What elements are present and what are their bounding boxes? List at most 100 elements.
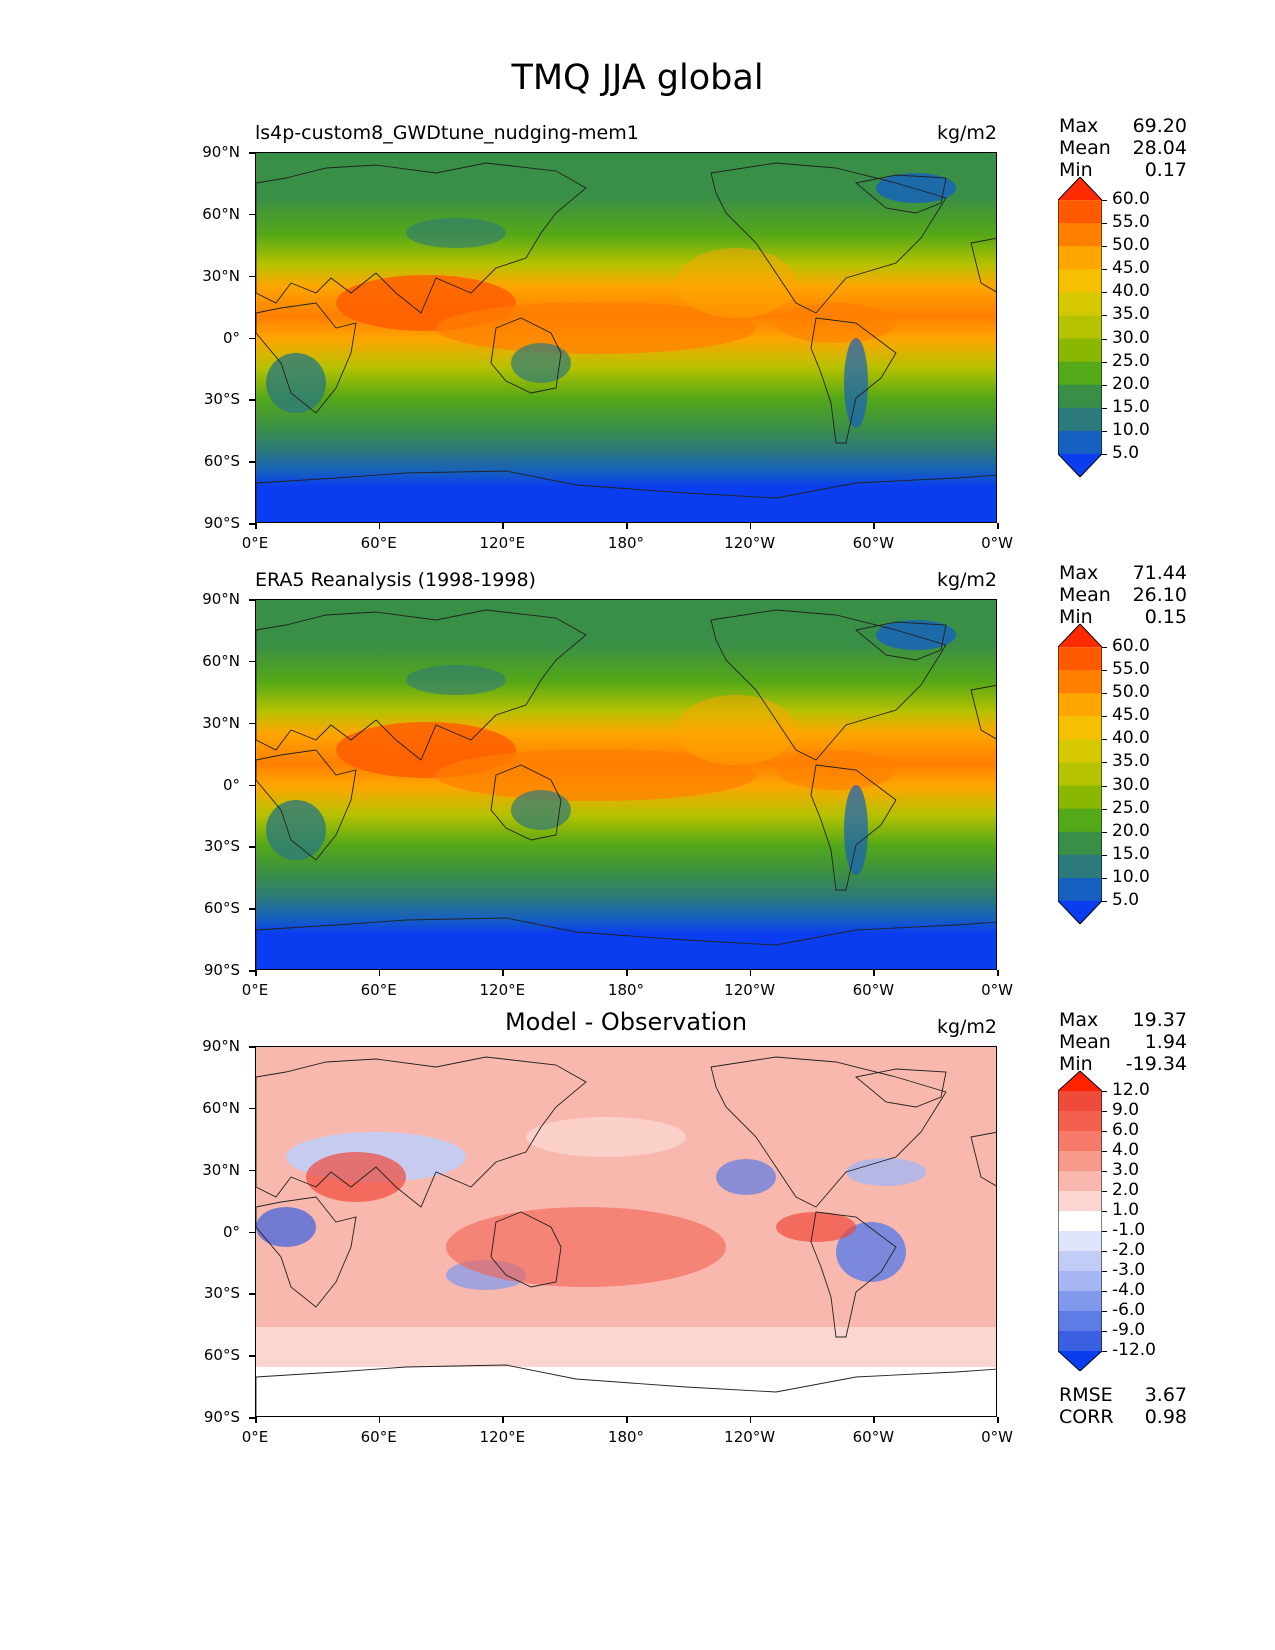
colorbar-label: 40.0 (1112, 281, 1150, 302)
dry-region (406, 218, 506, 248)
lat-tick-label: 60°S (203, 899, 240, 918)
stat-row: Min 0.15 (1059, 606, 1187, 628)
colorbar-segment (1058, 269, 1102, 293)
stat-row: Mean 28.04 (1059, 137, 1187, 159)
stat-label: Max (1059, 115, 1099, 137)
colorbar-label: 25.0 (1112, 350, 1150, 371)
colorbar-segment (1058, 1171, 1102, 1192)
lat-tick (249, 1107, 255, 1110)
lon-tick-label: 180° (607, 534, 645, 552)
colorbar-tick (1102, 716, 1107, 718)
stat-value: -19.34 (1125, 1053, 1187, 1075)
colorbar-tick (1102, 1131, 1107, 1132)
colorbar-label: -6.0 (1112, 1300, 1146, 1320)
colorbar-label: 2.0 (1112, 1180, 1140, 1200)
moist-region (436, 749, 756, 801)
footer-stat-row: RMSE 3.67 (1059, 1384, 1187, 1406)
colorbar (1058, 177, 1102, 477)
colorbar-label: 15.0 (1112, 843, 1150, 864)
lat-tick-label: 60°N (202, 1098, 240, 1117)
stat-value: 28.04 (1132, 137, 1187, 159)
figure-title: TMQ JJA global (511, 58, 764, 98)
moist-region (776, 303, 896, 343)
lon-tick (255, 523, 257, 529)
map-plot-area[interactable] (255, 1046, 997, 1417)
panel-center-title: Model - Observation (504, 1008, 748, 1036)
colorbar-tick (1102, 200, 1107, 202)
coastline (256, 162, 587, 314)
colorbar-label: 25.0 (1112, 797, 1150, 818)
coastline (854, 1068, 947, 1108)
map-svg (256, 153, 996, 522)
map-panel-diff: Model - Observation kg/m2 90°N 60°N 30°N 0°… (0, 1008, 1275, 1486)
colorbar-label: 50.0 (1112, 682, 1150, 703)
dry-region (511, 343, 571, 383)
lon-tick-label: 180° (607, 981, 645, 999)
colorbar-tick (1102, 831, 1107, 833)
map-plot-area[interactable] (255, 152, 997, 523)
coastline (710, 162, 947, 314)
lon-tick (378, 970, 381, 976)
colorbar-tick (1102, 338, 1107, 340)
lon-tick (502, 1417, 504, 1423)
map-plot-area[interactable] (255, 599, 997, 970)
colorbar-label: 35.0 (1112, 751, 1150, 772)
stat-row: Min -19.34 (1059, 1053, 1187, 1075)
colorbar-tick (1102, 361, 1107, 363)
colorbar-label: 15.0 (1112, 396, 1150, 417)
map-svg (256, 600, 996, 969)
colorbar-tick (1102, 762, 1107, 764)
colorbar-segment (1058, 716, 1102, 740)
colorbar-segment (1058, 1251, 1102, 1272)
coastline (810, 764, 897, 891)
negative-anomaly (836, 1222, 906, 1282)
stat-value: 71.44 (1132, 562, 1187, 584)
colorbar (1058, 1071, 1102, 1371)
lat-tick-label: 30°S (203, 390, 240, 409)
lon-tick (626, 970, 628, 976)
negative-anomaly (846, 1158, 926, 1186)
coastline (256, 1196, 357, 1308)
coastline (810, 1211, 897, 1338)
colorbar-label: 10.0 (1112, 419, 1150, 440)
lat-tick-label: 0° (222, 328, 240, 347)
lat-tick-label: 90°N (202, 590, 240, 608)
colorbar-segment (1058, 223, 1102, 247)
null (256, 1367, 996, 1416)
colorbar-tick (1102, 785, 1107, 787)
colorbar-tick (1102, 1211, 1107, 1212)
stat-value: 19.37 (1132, 1009, 1187, 1031)
lon-tick-label: 0°W (981, 981, 1013, 999)
colorbar-segment (1058, 1231, 1102, 1252)
colorbar-segment (1058, 1111, 1102, 1132)
dry-region (844, 785, 868, 875)
lon-tick-label: 0°E (241, 1428, 269, 1446)
colorbar-tick (1102, 647, 1107, 649)
coastline (854, 174, 947, 214)
lat-tick (249, 1355, 255, 1357)
coastline (256, 1056, 587, 1208)
colorbar-segment (1058, 785, 1102, 810)
colorbar-label: 20.0 (1112, 373, 1150, 394)
colorbar-label: 12.0 (1112, 1080, 1150, 1100)
lat-tick (249, 722, 255, 725)
lon-tick (997, 970, 999, 976)
colorbar-tick (1102, 1251, 1107, 1252)
colorbar-tick (1102, 1311, 1107, 1312)
colorbar-label: 10.0 (1112, 866, 1150, 887)
lon-tick-label: 180° (607, 1428, 645, 1446)
colorbar-tick (1102, 1291, 1107, 1292)
colorbar-label: -1.0 (1112, 1220, 1146, 1240)
lat-tick (249, 970, 255, 972)
colorbar-label: 45.0 (1112, 705, 1150, 726)
colorbar-tick (1102, 315, 1107, 317)
stat-row: Min 0.17 (1059, 159, 1187, 181)
lon-tick-label: 60°W (852, 534, 895, 552)
map-svg (256, 1047, 996, 1416)
colorbar-label: 3.0 (1112, 1160, 1140, 1180)
colorbar-segment (1058, 1311, 1102, 1332)
colorbar-segment (1058, 1191, 1102, 1212)
dry-region (406, 665, 506, 695)
lon-tick (749, 970, 752, 976)
stat-label: Max (1059, 562, 1099, 584)
